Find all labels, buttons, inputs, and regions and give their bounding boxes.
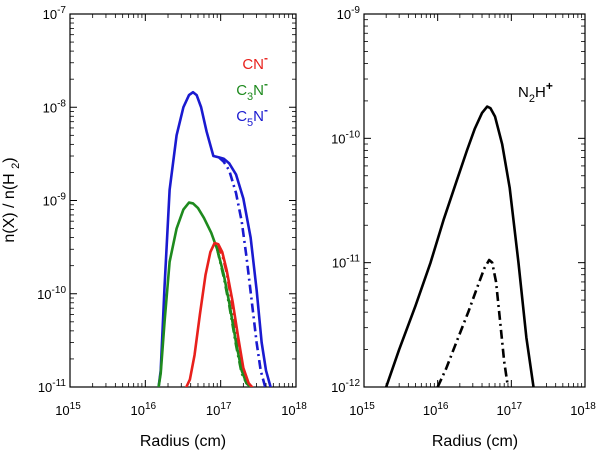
y-tick-base: 10 bbox=[43, 194, 57, 209]
x-tick-base: 10 bbox=[55, 403, 69, 418]
x-tick-exponent: 16 bbox=[145, 401, 157, 412]
legend-main2: H bbox=[535, 84, 546, 101]
legend-entry: N2H+ bbox=[518, 79, 553, 105]
right-plot-frame bbox=[363, 13, 586, 388]
x-tick-exponent: 15 bbox=[364, 401, 376, 412]
x-tick-label: 1017 bbox=[206, 401, 232, 418]
left-curves bbox=[157, 90, 272, 387]
x-tick-label: 1015 bbox=[349, 401, 375, 418]
right-curves bbox=[384, 105, 535, 387]
y-tick-label: 10-11 bbox=[332, 254, 361, 271]
y-axis-title-text: n(X) / n(H bbox=[1, 173, 18, 242]
x-tick-exponent: 17 bbox=[220, 401, 232, 412]
y-tick-exponent: -9 bbox=[351, 5, 360, 16]
y-axis-title-subscript: 2 bbox=[10, 163, 22, 169]
legend-subscript: 5 bbox=[247, 117, 253, 129]
y-tick-exponent: -11 bbox=[346, 254, 360, 265]
y-tick-label: 10-11 bbox=[38, 378, 67, 395]
legend-entry: C3N- bbox=[236, 77, 268, 103]
left-legend: CN-C3N-C5N- bbox=[236, 51, 268, 129]
series-line-c5n-solid- bbox=[157, 90, 272, 387]
left-panel: 1015 1016 1017 1018 10-1110-1010-910-810-7 … bbox=[1, 5, 307, 450]
legend-superscript: - bbox=[264, 103, 268, 117]
x-tick-label: 1018 bbox=[281, 401, 307, 418]
legend-main: C bbox=[236, 82, 247, 99]
left-ticks bbox=[69, 13, 297, 388]
y-tick-label: 10-7 bbox=[43, 5, 67, 22]
y-tick-label: 10-9 bbox=[43, 192, 67, 209]
left-x-axis-title: Radius (cm) bbox=[140, 433, 226, 450]
legend-entry: CN- bbox=[242, 51, 268, 73]
y-tick-label: 10-8 bbox=[43, 98, 67, 115]
legend-superscript: + bbox=[546, 79, 553, 93]
left-y-axis-title: n(X) / n(H 2) bbox=[1, 157, 22, 242]
legend-main2: N bbox=[253, 108, 264, 125]
x-tick-label: 1016 bbox=[423, 401, 449, 418]
right-legend: N2H+ bbox=[518, 79, 553, 105]
right-ticks bbox=[363, 13, 586, 388]
legend-main2: N bbox=[253, 82, 264, 99]
y-tick-exponent: -10 bbox=[52, 285, 67, 296]
y-tick-exponent: -10 bbox=[346, 129, 361, 140]
legend-subscript: 3 bbox=[247, 91, 253, 103]
y-tick-label: 10-9 bbox=[337, 5, 361, 22]
y-tick-label: 10-10 bbox=[37, 285, 66, 302]
y-tick-base: 10 bbox=[332, 256, 346, 271]
y-tick-label: 10-12 bbox=[331, 378, 360, 395]
series-line-c3n-solid- bbox=[157, 201, 252, 387]
y-tick-base: 10 bbox=[43, 100, 57, 115]
series-line-n2h-dash-dot- bbox=[436, 258, 510, 387]
y-tick-base: 10 bbox=[337, 7, 351, 22]
x-tick-exponent: 15 bbox=[70, 401, 82, 412]
y-tick-exponent: -12 bbox=[346, 378, 361, 389]
x-tick-exponent: 17 bbox=[511, 401, 523, 412]
y-tick-exponent: -8 bbox=[57, 98, 66, 109]
x-tick-base: 10 bbox=[206, 403, 220, 418]
legend-main: N bbox=[518, 84, 529, 101]
y-tick-base: 10 bbox=[38, 380, 52, 395]
svg-text:n(X) / n(H 2): n(X) / n(H 2) bbox=[1, 157, 22, 242]
x-tick-exponent: 16 bbox=[437, 401, 449, 412]
legend-main: C bbox=[236, 108, 247, 125]
x-tick-label: 1016 bbox=[131, 401, 157, 418]
x-tick-label: 1015 bbox=[55, 401, 81, 418]
x-tick-label: 1017 bbox=[497, 401, 523, 418]
x-tick-base: 10 bbox=[131, 403, 145, 418]
legend-entry: C5N- bbox=[236, 103, 268, 129]
legend-superscript: - bbox=[264, 77, 268, 91]
y-tick-base: 10 bbox=[331, 131, 345, 146]
y-tick-base: 10 bbox=[331, 380, 345, 395]
x-tick-label: 1018 bbox=[570, 401, 596, 418]
x-tick-base: 10 bbox=[423, 403, 437, 418]
y-tick-exponent: -7 bbox=[57, 5, 66, 16]
x-tick-base: 10 bbox=[281, 403, 295, 418]
y-tick-exponent: -11 bbox=[52, 378, 66, 389]
y-tick-label: 10-10 bbox=[331, 129, 360, 146]
legend-superscript: - bbox=[264, 51, 268, 65]
legend-subscript: 2 bbox=[529, 93, 535, 105]
x-tick-exponent: 18 bbox=[585, 401, 597, 412]
x-tick-base: 10 bbox=[349, 403, 363, 418]
x-tick-exponent: 18 bbox=[296, 401, 308, 412]
right-x-axis-title: Radius (cm) bbox=[432, 433, 518, 450]
y-axis-title-rest: ) bbox=[1, 157, 18, 162]
series-line-cn-solid- bbox=[185, 241, 254, 387]
x-tick-base: 10 bbox=[497, 403, 511, 418]
y-tick-base: 10 bbox=[37, 287, 51, 302]
y-tick-exponent: -9 bbox=[57, 192, 66, 203]
x-tick-base: 10 bbox=[570, 403, 584, 418]
series-line-n2h-solid- bbox=[384, 105, 535, 387]
y-tick-base: 10 bbox=[43, 7, 57, 22]
left-x-tick-labels: 1015 1016 1017 1018 bbox=[55, 401, 307, 418]
legend-main: CN bbox=[242, 56, 264, 73]
right-x-tick-labels: 1015 1016 1017 1018 bbox=[349, 401, 596, 418]
